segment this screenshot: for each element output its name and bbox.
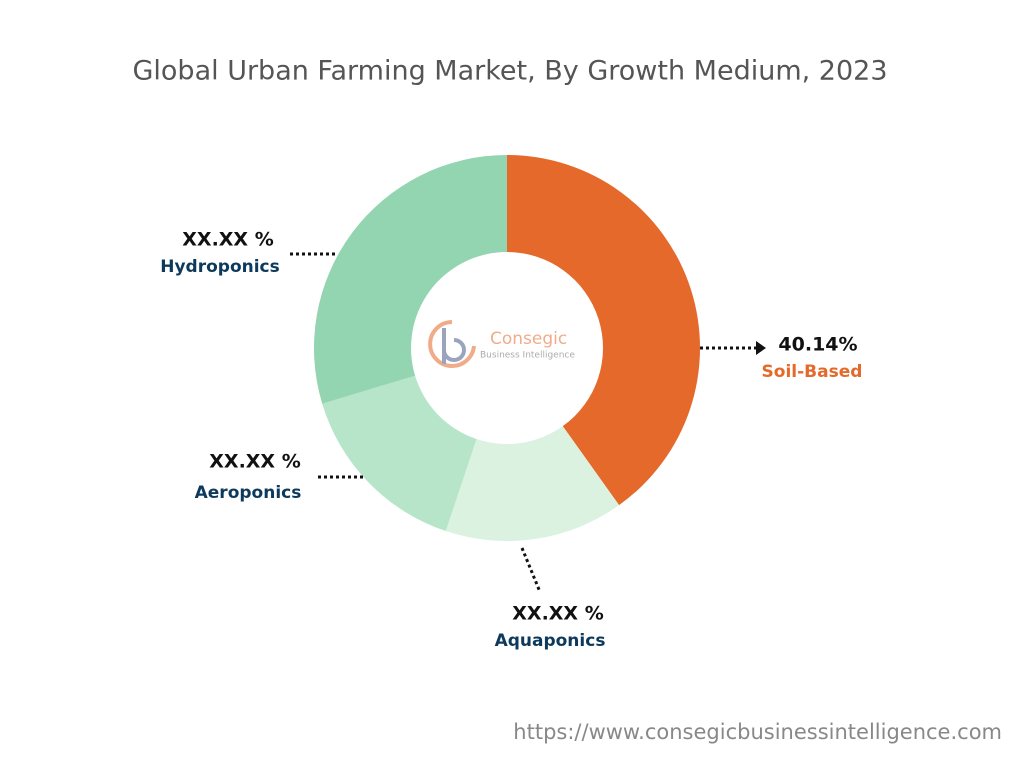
source-url: https://www.consegicbusinessintelligence…	[513, 720, 1002, 744]
logo-b	[442, 328, 466, 364]
category-label: Aquaponics	[495, 631, 606, 651]
category-label: Aeroponics	[195, 483, 302, 503]
donut-slice	[507, 155, 700, 506]
value-label: XX.XX %	[182, 229, 273, 251]
watermark-tagline: Business Intelligence	[480, 351, 575, 361]
donut-slice	[322, 375, 477, 532]
donut-slice	[445, 426, 620, 541]
logo-arc	[428, 320, 476, 368]
leader-line	[520, 547, 542, 593]
value-label: XX.XX %	[512, 603, 603, 625]
watermark: Consegic Business Intelligence	[428, 320, 575, 368]
labels: 40.14% Soil-Based XX.XX % Aquaponics XX.XX %…	[160, 229, 862, 652]
category-label: Hydroponics	[160, 257, 280, 277]
donut	[313, 155, 700, 541]
donut-slice	[313, 155, 507, 404]
value-label: XX.XX %	[209, 451, 300, 473]
leader-arrow	[756, 341, 766, 355]
value-label: 40.14%	[778, 334, 857, 356]
watermark-name: Consegic	[490, 329, 567, 349]
chart-title: Global Urban Farming Market, By Growth M…	[132, 56, 887, 87]
category-label: Soil-Based	[762, 362, 863, 382]
